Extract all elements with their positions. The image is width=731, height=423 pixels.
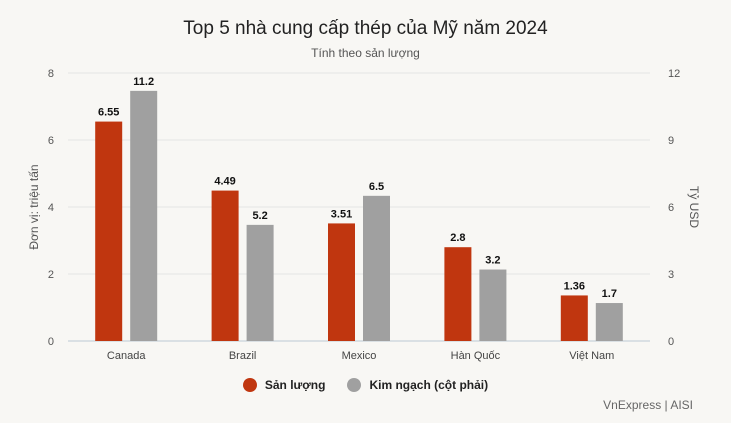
y-tick-left: 8 [48, 68, 54, 80]
legend-item-primary[interactable]: Sản lượng [242, 378, 326, 392]
bar-secondary [363, 195, 390, 341]
data-label-secondary: 1.7 [602, 288, 617, 300]
data-label-primary: 1.36 [564, 280, 585, 292]
y-tick-left: 6 [48, 135, 54, 147]
y-tick-right: 6 [668, 202, 674, 214]
legend-label-secondary: Kim ngạch (cột phải) [369, 378, 489, 392]
bar-secondary [130, 90, 158, 341]
x-tick-label: Brazil [229, 350, 257, 362]
y-tick-right: 9 [668, 135, 674, 147]
data-label-secondary: 5.2 [252, 210, 267, 222]
legend-item-secondary[interactable]: Kim ngạch (cột phải) [347, 378, 488, 392]
y-axis-label-right: Tỷ USD [687, 186, 701, 228]
x-tick-label: Việt Nam [569, 350, 614, 362]
source-credit: VnExpress | AISI [603, 398, 693, 412]
chart-subtitle: Tính theo sản lượng [311, 46, 420, 60]
data-label-primary: 6.55 [98, 107, 119, 119]
bar-primary [328, 223, 355, 341]
data-label-secondary: 6.5 [369, 181, 384, 193]
data-label-primary: 4.49 [214, 176, 235, 188]
bar-primary [560, 295, 588, 341]
bar-secondary [479, 269, 507, 341]
legend-swatch-primary [242, 378, 257, 392]
bar-secondary [246, 224, 274, 341]
y-axis-label-left: Đơn vị: triệu tấn [27, 164, 41, 249]
y-tick-left: 2 [48, 269, 54, 281]
y-tick-right: 12 [668, 68, 680, 80]
bar-primary [211, 190, 239, 341]
data-label-secondary: 11.2 [133, 76, 154, 88]
x-tick-label: Mexico [342, 350, 377, 362]
data-label-secondary: 3.2 [485, 255, 500, 267]
legend: Sản lượng Kim ngạch (cột phải) [0, 378, 731, 392]
bar-primary [444, 247, 472, 341]
data-label-primary: 2.8 [450, 232, 465, 244]
bar-secondary [595, 303, 623, 341]
y-tick-right: 0 [668, 336, 674, 348]
y-tick-right: 3 [668, 269, 674, 281]
data-label-primary: 3.51 [331, 208, 352, 220]
y-tick-left: 0 [48, 336, 54, 348]
chart-title: Top 5 nhà cung cấp thép của Mỹ năm 2024 [183, 18, 548, 39]
y-tick-left: 4 [48, 202, 54, 214]
bar-primary [95, 121, 123, 341]
legend-swatch-secondary [347, 378, 362, 392]
x-tick-label: Canada [107, 350, 146, 362]
legend-label-primary: Sản lượng [264, 378, 326, 392]
x-tick-label: Hàn Quốc [451, 350, 501, 362]
